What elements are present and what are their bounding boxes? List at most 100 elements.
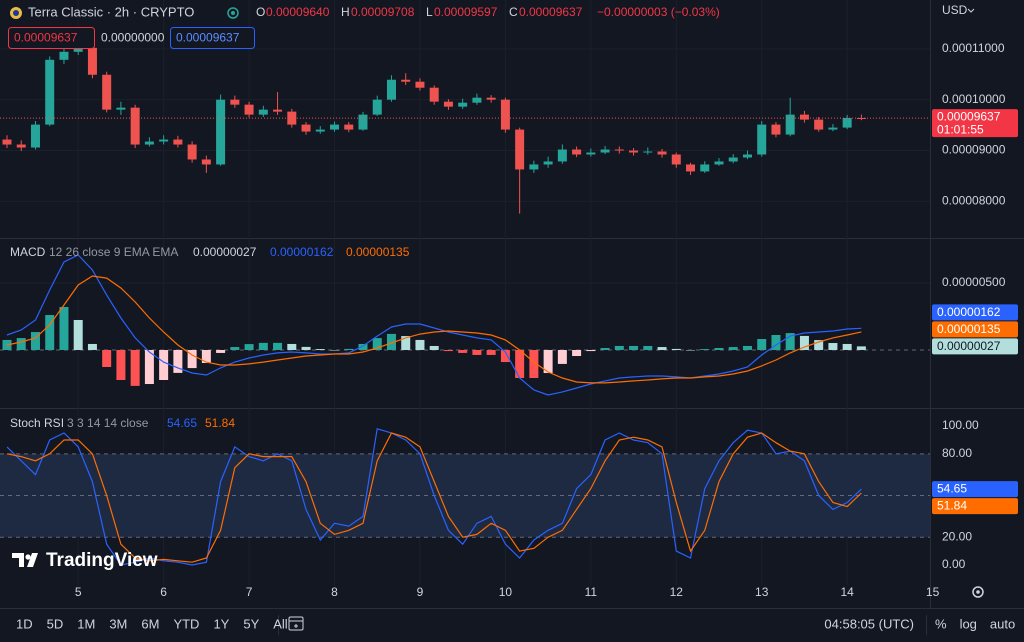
histogram-bar — [643, 345, 653, 350]
candle-body — [572, 149, 582, 155]
histogram-bar — [187, 349, 197, 369]
candle-body — [116, 107, 126, 110]
symbol-header: Terra Classic · 2h · CRYPTO O 0.00009640… — [8, 3, 975, 49]
currency[interactable]: USD — [942, 3, 968, 17]
scale-option[interactable]: % — [935, 616, 947, 631]
buy-box[interactable] — [170, 27, 255, 49]
buy-price[interactable]: 0.00009637 — [176, 31, 240, 45]
indicator-title: MACD — [10, 245, 46, 259]
candle-body — [45, 59, 55, 125]
histogram-bar — [386, 333, 396, 350]
clock[interactable]: 04:58:05 (UTC) — [824, 616, 914, 631]
ohlc-key: C — [509, 5, 518, 19]
y-tick-label: 0.00009000 — [942, 143, 1006, 157]
indicator-line — [6, 254, 862, 396]
histogram-bar — [59, 306, 69, 350]
timeframe-button[interactable]: 1M — [77, 616, 95, 631]
last-price-label: 0.00009637 — [937, 109, 1001, 123]
histogram-bar — [529, 349, 539, 378]
candle-body — [785, 114, 795, 135]
candle-body — [742, 154, 752, 158]
candle-body — [686, 164, 696, 172]
histogram-bar — [543, 349, 553, 374]
histogram-bar — [144, 349, 154, 385]
candle-body — [187, 144, 197, 160]
histogram-bar — [244, 344, 254, 350]
histogram-bar — [230, 347, 240, 350]
ohlc-key: O — [256, 5, 265, 19]
candle-body — [301, 124, 311, 132]
price-badge-label: 0.00000135 — [937, 322, 1001, 336]
histogram-bar — [828, 343, 838, 350]
indicator-value: 0.00000135 — [346, 245, 410, 259]
histogram-bar — [429, 345, 439, 350]
last-price-badge — [932, 109, 1018, 138]
x-tick-label: 8 — [331, 585, 338, 599]
gear-icon[interactable] — [972, 586, 984, 598]
x-tick-label: 9 — [417, 585, 424, 599]
candle-body — [515, 129, 525, 170]
price-badge — [932, 481, 1018, 498]
spread: 0.00000000 — [101, 31, 165, 45]
histogram-bar — [799, 335, 809, 350]
candle-body — [429, 87, 439, 102]
logo-mark — [25, 554, 31, 560]
timeframe-button[interactable]: 1D — [16, 616, 33, 631]
scale-option[interactable]: auto — [990, 616, 1015, 631]
timeframe-button[interactable]: 6M — [141, 616, 159, 631]
timeframe-button[interactable]: YTD — [173, 616, 199, 631]
market-status-dot — [231, 11, 235, 15]
x-tick-label: 5 — [75, 585, 82, 599]
indicator-value: 51.84 — [205, 416, 235, 430]
calendar-icon[interactable] — [294, 624, 298, 628]
gear-icon[interactable] — [976, 590, 980, 594]
candle-body — [700, 164, 710, 172]
logo-mark — [27, 553, 38, 567]
candle-body — [600, 149, 610, 153]
countdown-label: 01:01:55 — [937, 122, 984, 136]
scale-option[interactable]: log — [960, 616, 977, 631]
histogram-bar — [358, 343, 368, 350]
symbol-icon-inner — [13, 10, 19, 16]
sell-price[interactable]: 0.00009637 — [14, 31, 78, 45]
histogram-bar — [458, 349, 468, 353]
histogram-bar — [515, 349, 525, 378]
histogram-bar — [73, 319, 83, 350]
candle-body — [543, 161, 553, 165]
sell-box[interactable] — [8, 27, 95, 49]
timeframe-button[interactable]: 1Y — [213, 616, 229, 631]
candle-body — [87, 47, 97, 75]
histogram-bar — [814, 340, 824, 350]
price-change: −0.00000003 (−0.03%) — [597, 5, 720, 19]
histogram-bar — [686, 349, 696, 351]
histogram-bar — [201, 349, 211, 363]
candle-body — [201, 159, 211, 165]
timeframe-button[interactable]: 5D — [47, 616, 64, 631]
x-tick-label: 6 — [160, 585, 167, 599]
market-status — [227, 7, 239, 19]
date-range-button[interactable] — [288, 616, 304, 631]
candle-body — [230, 99, 240, 105]
calendar-icon[interactable] — [288, 616, 304, 631]
candle-body — [59, 51, 69, 60]
histogram-bar — [87, 343, 97, 350]
candle-body — [344, 124, 354, 130]
y-tick-label: 0.00011000 — [942, 41, 1005, 55]
histogram-bar — [372, 338, 382, 350]
indicator-line — [6, 428, 862, 566]
y-tick-label: 0.00 — [942, 557, 966, 571]
candle-body — [386, 79, 396, 100]
histogram-bar — [301, 346, 311, 350]
timeframe-button[interactable]: 3M — [109, 616, 127, 631]
logo-text: TradingView — [46, 550, 158, 571]
histogram-bar — [159, 349, 169, 381]
currency-dropdown[interactable] — [967, 8, 975, 13]
histogram-bar — [714, 347, 724, 350]
logo[interactable]: TradingView — [12, 550, 158, 571]
settings-button[interactable] — [972, 586, 984, 598]
timeframe-button[interactable]: 5Y — [243, 616, 259, 631]
histogram-bar — [614, 345, 624, 350]
candle-body — [614, 149, 624, 151]
symbol-title: Terra Classic · 2h · CRYPTO — [28, 4, 194, 19]
timeframe-button[interactable]: All — [273, 616, 288, 631]
